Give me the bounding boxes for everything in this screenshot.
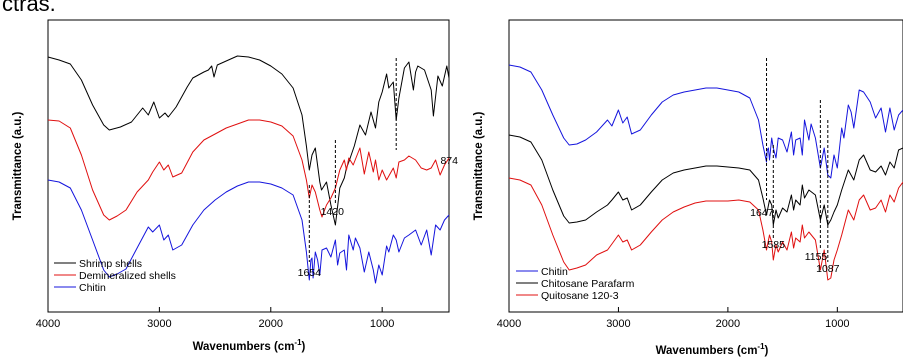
legend-label: Shrimp shells — [79, 258, 142, 270]
peak-label: 874 — [440, 155, 458, 167]
legend-label: Chitin — [79, 282, 106, 294]
x-tick-label: 3000 — [147, 318, 171, 330]
x-axis-title-end: ) — [765, 345, 769, 357]
x-axis-title-main: Wavenumbers (cm — [193, 341, 295, 353]
legend-label: Chitosane Parafarm — [541, 278, 635, 290]
x-axis-title-sup: -1 — [757, 342, 765, 351]
series-line-1 — [47, 119, 450, 221]
x-tick-label: 3000 — [606, 318, 630, 330]
x-axis-title-sup: -1 — [294, 338, 302, 347]
peak-label: 1087 — [816, 263, 840, 275]
x-tick-label: 1000 — [825, 318, 849, 330]
series-layer — [47, 55, 450, 284]
legend-label: Chitin — [541, 266, 568, 278]
series-line-0 — [47, 55, 450, 226]
cropped-caption: ctras. — [2, 0, 56, 16]
x-axis-title-main: Wavenumbers (cm — [656, 345, 758, 357]
peak-label: 1654 — [298, 267, 322, 279]
peak-label: 1420 — [321, 206, 345, 218]
peak-label: 1585 — [762, 239, 786, 251]
x-tick-label: 1000 — [370, 318, 394, 330]
x-tick-label: 2000 — [259, 318, 283, 330]
x-axis-title: Wavenumbers (cm-1) — [656, 342, 769, 357]
x-tick-label: 2000 — [716, 318, 740, 330]
x-tick-label: 4000 — [497, 318, 521, 330]
x-axis-title: Wavenumbers (cm-1) — [193, 338, 306, 353]
x-ticks: 4000 3000 2000 1000 — [497, 307, 850, 330]
peak-label: 1647 — [750, 207, 774, 219]
series-line-1 — [508, 134, 903, 226]
series-layer — [508, 64, 903, 281]
peak-annotations: 874 1420 1654 — [298, 58, 458, 279]
plot-frame — [47, 19, 450, 313]
plot-frame — [508, 19, 903, 313]
series-line-2 — [47, 179, 450, 284]
peak-label: 1155 — [805, 251, 828, 263]
chart-panel-left: 4000 3000 2000 1000 874 1420 1654 Transmittan… — [12, 19, 458, 353]
x-ticks: 4000 3000 2000 1000 — [36, 307, 394, 330]
legend-label: Demineralized shells — [79, 270, 176, 282]
series-line-2 — [508, 177, 903, 281]
y-axis-title: Transmittance (a.u.) — [473, 112, 485, 221]
x-axis-title-end: ) — [302, 341, 306, 353]
x-tick-label: 4000 — [36, 318, 60, 330]
legend-label: Quitosane 120-3 — [541, 290, 619, 302]
y-axis-title: Transmittance (a.u.) — [12, 112, 24, 221]
series-line-0 — [508, 64, 903, 179]
